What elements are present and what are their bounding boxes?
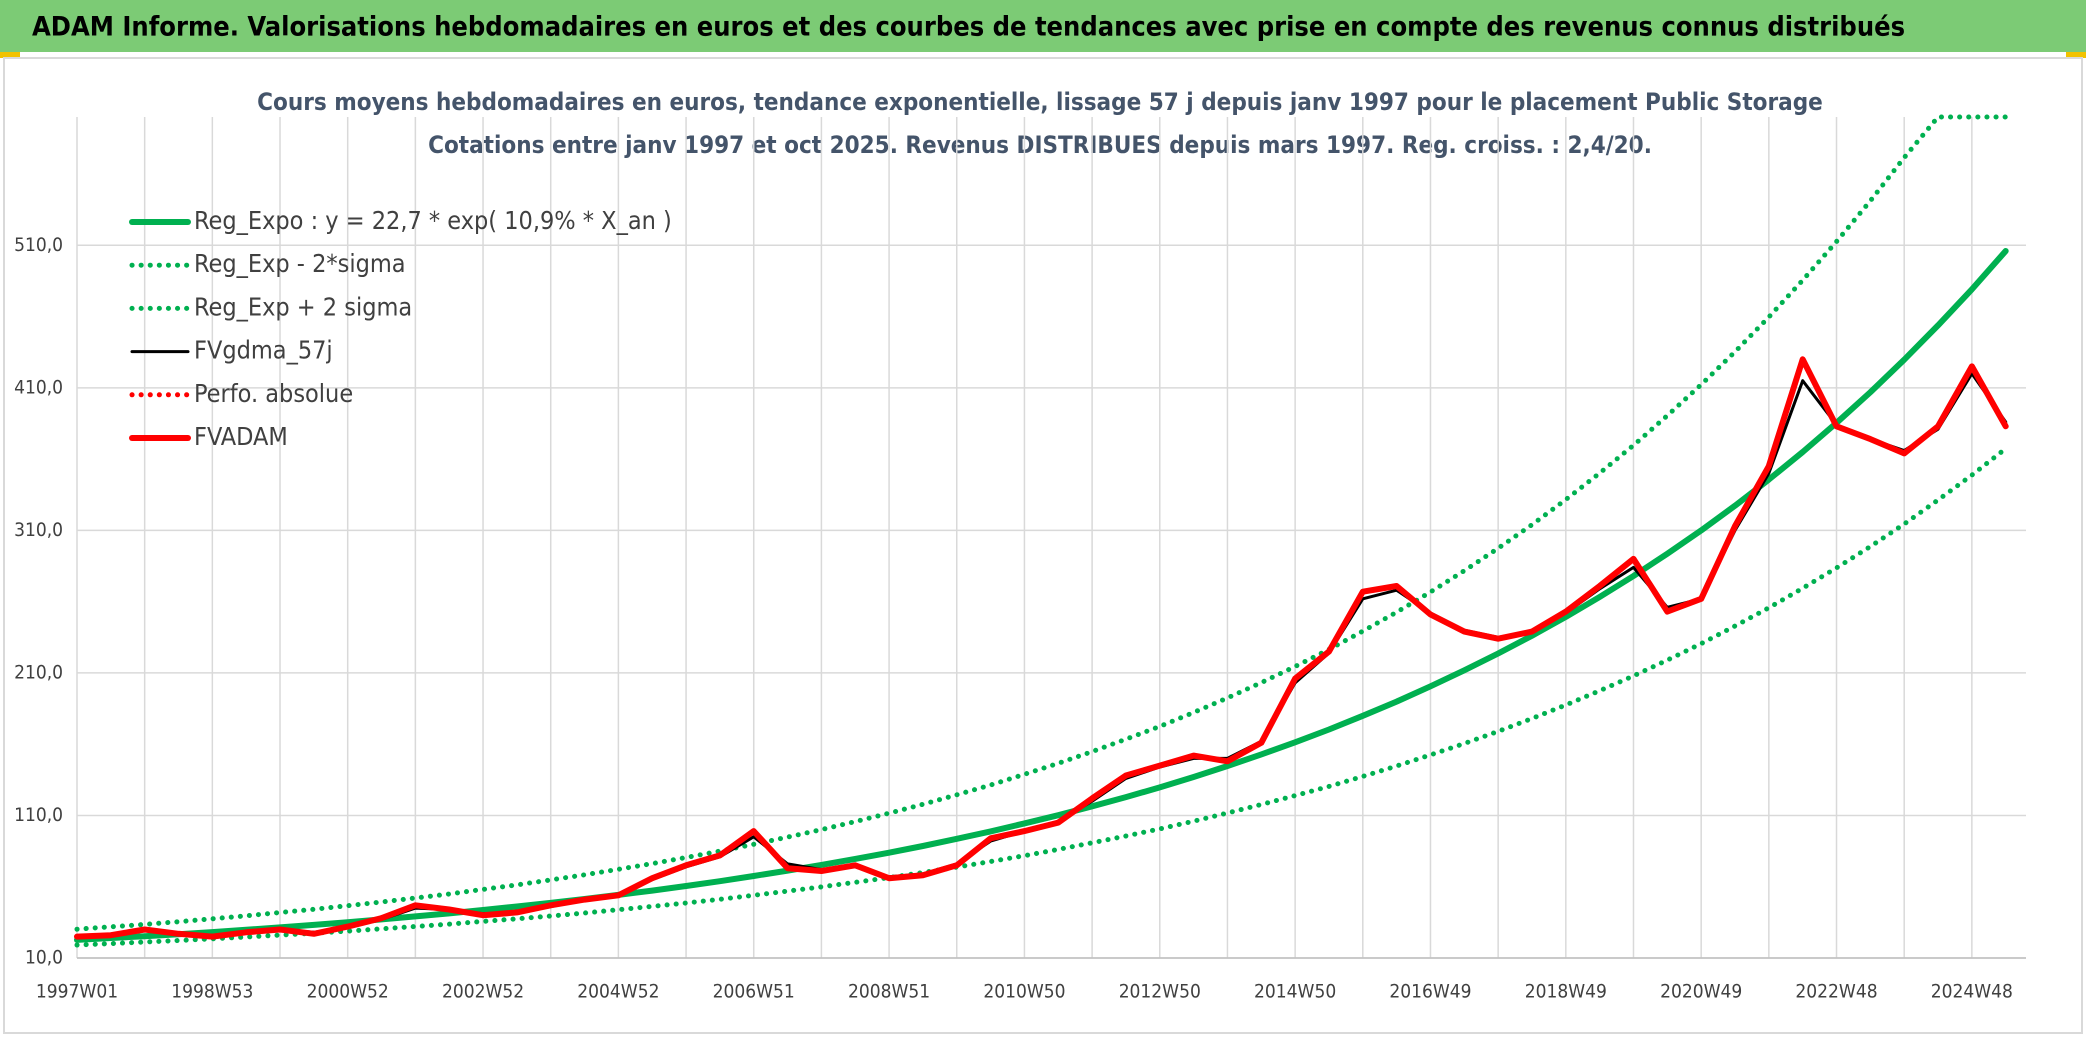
x-tick-label: 2018W49	[1525, 981, 1607, 1003]
x-tick-label: 2002W52	[442, 981, 524, 1003]
legend-label: Reg_Expo : y = 22,7 * exp( 10,9% * X_an …	[194, 206, 672, 235]
legend-label: FVgdma_57j	[194, 336, 333, 365]
y-tick-label: 10,0	[25, 947, 63, 969]
series-line	[74, 114, 2009, 932]
x-tick-label: 2006W51	[713, 981, 795, 1003]
y-tick-label: 210,0	[14, 661, 63, 683]
x-tick-label: 2020W49	[1660, 981, 1742, 1003]
series-line	[74, 356, 2009, 940]
corner-mark	[0, 52, 20, 58]
y-tick-label: 310,0	[14, 519, 63, 541]
chart-frame	[3, 57, 2083, 1034]
x-tick-label: 2012W50	[1119, 981, 1201, 1003]
header-band	[0, 0, 2086, 52]
legend-label: FVADAM	[194, 422, 288, 451]
x-tick-label: 2014W50	[1254, 981, 1336, 1003]
x-tick-label: 2000W52	[307, 981, 389, 1003]
x-tick-label: 1998W53	[171, 981, 253, 1003]
x-tick-label: 2004W52	[577, 981, 659, 1003]
chart-title: Cours moyens hebdomadaires en euros, ten…	[257, 88, 1823, 116]
y-tick-label: 510,0	[14, 234, 63, 256]
y-tick-label: 410,0	[14, 376, 63, 398]
corner-mark	[2066, 52, 2086, 58]
header-title: ADAM Informe. Valorisations hebdomadaire…	[32, 12, 1905, 43]
plot-lines	[74, 114, 2009, 948]
x-tick-label: 2022W48	[1795, 981, 1877, 1003]
legend-label: Reg_Exp + 2 sigma	[194, 292, 412, 321]
series-line	[74, 248, 2009, 943]
x-tick-label: 2008W51	[848, 981, 930, 1003]
x-tick-label: 2016W49	[1389, 981, 1471, 1003]
y-tick-label: 110,0	[14, 804, 63, 826]
series-line	[74, 446, 2009, 948]
legend: Reg_Expo : y = 22,7 * exp( 10,9% * X_an …	[129, 206, 672, 451]
legend-label: Reg_Exp - 2*sigma	[194, 249, 406, 278]
chart-subtitle: Cotations entre janv 1997 et oct 2025. R…	[428, 131, 1652, 159]
legend-label: Perfo. absolue	[194, 379, 353, 408]
x-tick-label: 2010W50	[983, 981, 1065, 1003]
x-tick-label: 2024W48	[1931, 981, 2013, 1003]
x-tick-label: 1997W01	[36, 981, 118, 1003]
